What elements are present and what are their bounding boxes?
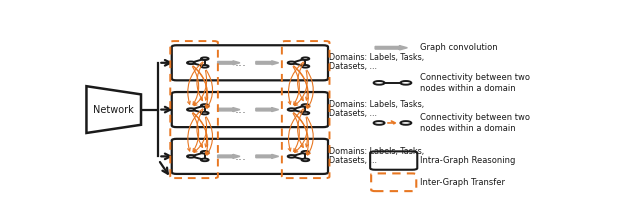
Circle shape	[288, 61, 296, 64]
Text: ...: ...	[235, 56, 247, 69]
Text: Connectivity between two: Connectivity between two	[420, 113, 530, 122]
Circle shape	[201, 104, 209, 107]
Circle shape	[187, 155, 195, 158]
Polygon shape	[218, 108, 240, 112]
Polygon shape	[218, 154, 240, 158]
FancyBboxPatch shape	[172, 45, 328, 80]
Circle shape	[187, 61, 195, 64]
Text: Domains: Labels, Tasks,: Domains: Labels, Tasks,	[329, 147, 424, 156]
FancyBboxPatch shape	[172, 92, 328, 127]
Polygon shape	[86, 86, 141, 133]
Circle shape	[301, 65, 309, 67]
Circle shape	[374, 121, 385, 125]
Text: Connectivity between two: Connectivity between two	[420, 72, 530, 82]
Circle shape	[301, 112, 309, 114]
Circle shape	[301, 159, 309, 161]
Circle shape	[301, 104, 309, 107]
Circle shape	[187, 108, 195, 111]
Text: Datasets, ...: Datasets, ...	[329, 156, 377, 165]
Polygon shape	[256, 154, 278, 158]
Circle shape	[401, 121, 412, 125]
Polygon shape	[375, 46, 407, 50]
Text: Datasets, ...: Datasets, ...	[329, 62, 377, 71]
Text: Network: Network	[93, 105, 134, 115]
Polygon shape	[256, 61, 278, 65]
Text: Domains: Labels, Tasks,: Domains: Labels, Tasks,	[329, 100, 424, 109]
Circle shape	[301, 151, 309, 154]
Circle shape	[201, 159, 209, 161]
Circle shape	[201, 112, 209, 114]
Text: Inter-Graph Transfer: Inter-Graph Transfer	[420, 178, 505, 187]
Polygon shape	[218, 61, 240, 65]
Text: Domains: Labels, Tasks,: Domains: Labels, Tasks,	[329, 53, 424, 62]
FancyBboxPatch shape	[172, 139, 328, 174]
Text: nodes within a domain: nodes within a domain	[420, 84, 515, 93]
Text: nodes within a domain: nodes within a domain	[420, 124, 515, 133]
Circle shape	[401, 81, 412, 85]
Circle shape	[301, 58, 309, 60]
Circle shape	[201, 58, 209, 60]
Circle shape	[374, 81, 385, 85]
Text: Datasets, ...: Datasets, ...	[329, 109, 377, 118]
FancyBboxPatch shape	[370, 151, 417, 170]
Circle shape	[288, 155, 296, 158]
Circle shape	[288, 108, 296, 111]
Text: ...: ...	[235, 103, 247, 116]
Circle shape	[201, 151, 209, 154]
Text: ...: ...	[235, 150, 247, 163]
Text: Graph convolution: Graph convolution	[420, 43, 497, 52]
Circle shape	[201, 65, 209, 67]
Text: Intra-Graph Reasoning: Intra-Graph Reasoning	[420, 156, 515, 165]
Polygon shape	[256, 108, 278, 112]
